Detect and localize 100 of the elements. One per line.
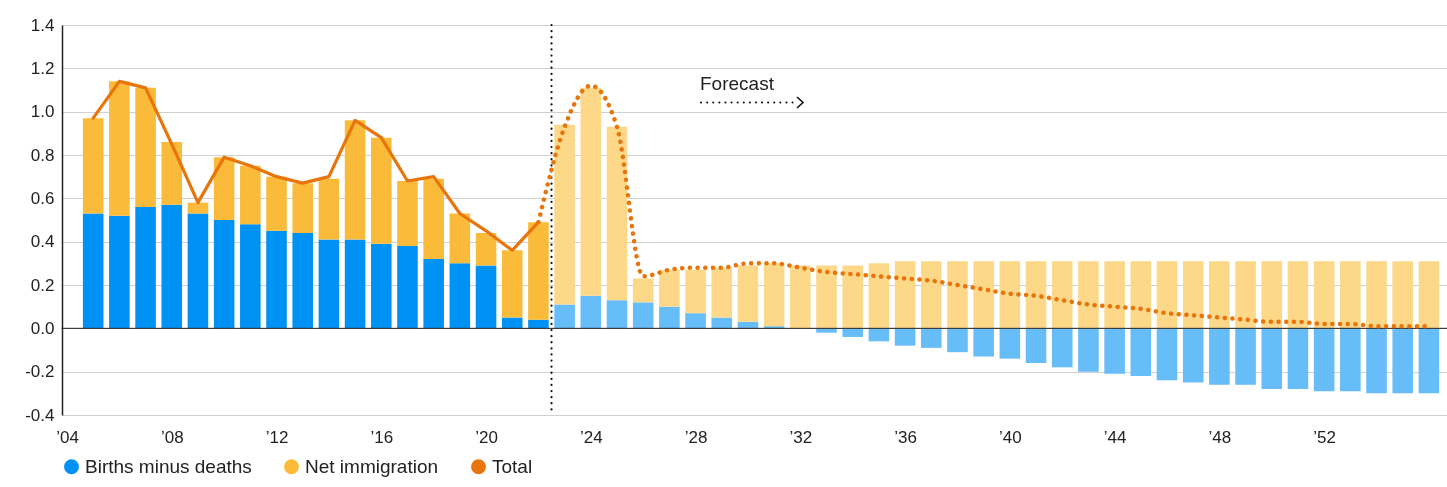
y-tick-label: 0.2 — [30, 275, 55, 295]
bar — [685, 313, 706, 329]
legend-label: Births minus deaths — [85, 455, 252, 477]
bar — [318, 178, 340, 240]
bar — [1235, 261, 1256, 329]
annotation: Forecast — [700, 73, 775, 94]
bar — [1104, 261, 1125, 329]
bar — [1051, 261, 1073, 329]
bar — [292, 233, 313, 329]
bar — [1261, 261, 1283, 329]
y-tick-label: 0.8 — [30, 145, 55, 165]
bar — [580, 295, 602, 329]
bar — [475, 233, 497, 266]
bar — [606, 126, 628, 301]
bar — [632, 278, 654, 303]
bar — [1340, 328, 1361, 392]
bar — [737, 321, 759, 329]
bar — [1287, 261, 1309, 329]
bar — [161, 142, 183, 205]
bar — [816, 265, 837, 329]
x-tick-label: ’24 — [579, 427, 603, 447]
y-tick-label: 0.4 — [30, 232, 55, 252]
y-tick-label: -0.4 — [25, 405, 55, 425]
bar — [423, 178, 444, 259]
bar — [528, 319, 549, 329]
y-tick-label: 1.0 — [30, 102, 55, 122]
bar — [1104, 328, 1125, 374]
bar — [921, 261, 942, 329]
bar — [711, 317, 733, 329]
bar — [1130, 328, 1152, 376]
bar — [1078, 261, 1099, 329]
bar — [344, 120, 366, 240]
bar — [1313, 261, 1335, 329]
bar — [475, 265, 497, 329]
bar — [659, 269, 680, 307]
x-tick-label: ’12 — [265, 427, 289, 447]
bar — [1392, 328, 1413, 394]
bar — [501, 317, 523, 329]
bar — [1366, 328, 1387, 394]
bar — [842, 265, 863, 329]
x-tick-label: ’36 — [894, 427, 917, 447]
x-tick-label: ’32 — [789, 427, 813, 447]
legend-label: Net immigration — [305, 455, 439, 477]
bar — [554, 304, 575, 329]
bar — [1182, 261, 1204, 329]
bar — [973, 261, 994, 329]
bar — [449, 213, 471, 264]
bar — [266, 176, 287, 231]
bar — [1209, 328, 1230, 385]
bar — [1418, 328, 1440, 394]
bar — [894, 328, 916, 346]
bar — [187, 202, 209, 214]
bar — [292, 183, 313, 233]
x-tick-label: ’52 — [1313, 427, 1336, 447]
bar — [240, 224, 261, 329]
bar — [1156, 328, 1178, 381]
bar — [397, 181, 418, 246]
bar — [240, 165, 261, 225]
bar — [999, 328, 1021, 359]
bar — [423, 259, 444, 329]
bar — [763, 263, 785, 327]
y-tick-label: 0.0 — [30, 318, 55, 338]
bar — [1261, 328, 1283, 389]
bar — [266, 230, 287, 329]
bar — [868, 328, 890, 342]
bar — [109, 81, 130, 216]
x-tick-label: ’04 — [56, 427, 79, 447]
bar — [580, 87, 602, 296]
bar — [711, 267, 733, 318]
legend-label: Total — [492, 455, 533, 477]
bar — [1130, 261, 1152, 329]
y-tick-label: 1.4 — [30, 15, 55, 35]
bar — [1340, 261, 1361, 329]
bar — [82, 213, 104, 329]
bar — [449, 263, 471, 329]
bar — [554, 124, 575, 305]
bar — [947, 328, 968, 353]
bar — [1209, 261, 1230, 329]
bar — [371, 137, 392, 244]
bar — [1313, 328, 1335, 392]
bar — [999, 261, 1021, 329]
bar — [894, 261, 916, 329]
bar — [632, 302, 654, 329]
bar — [868, 263, 890, 329]
bar — [213, 157, 235, 220]
bar — [213, 220, 235, 329]
x-tick-label: ’48 — [1208, 427, 1232, 447]
bar — [1182, 328, 1204, 383]
x-tick-label: ’16 — [370, 427, 394, 447]
bar — [1078, 328, 1099, 372]
bar — [659, 306, 680, 329]
bar — [947, 261, 968, 329]
x-tick-label: ’08 — [160, 427, 184, 447]
bar — [1392, 261, 1413, 329]
bar — [1156, 261, 1178, 329]
bar — [109, 215, 130, 329]
bar — [1051, 328, 1073, 368]
x-tick-label: ’20 — [475, 427, 498, 447]
bar — [1366, 261, 1387, 329]
bar — [606, 300, 628, 329]
